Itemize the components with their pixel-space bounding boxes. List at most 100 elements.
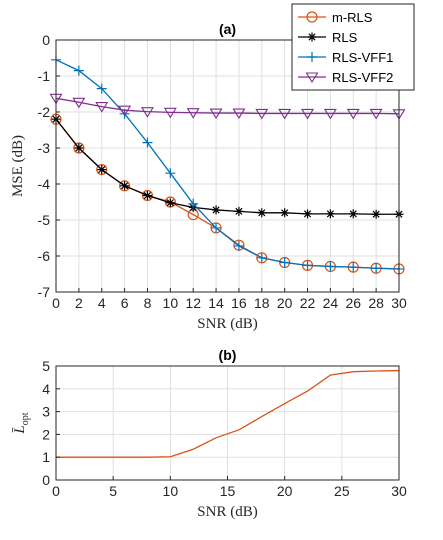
y-tick-label: 0 <box>42 32 50 48</box>
data-point <box>142 137 153 148</box>
x-tick-label: 20 <box>277 483 293 499</box>
x-tick-label: 0 <box>52 483 60 499</box>
x-tick-label: 12 <box>185 295 201 311</box>
legend-label: m-RLS <box>332 10 373 25</box>
x-tick-label: 6 <box>121 295 129 311</box>
data-point <box>301 108 315 120</box>
panel-b-x-axis-label: SNR (dB) <box>197 504 257 520</box>
x-tick-label: 30 <box>391 483 407 499</box>
data-point <box>209 108 223 120</box>
panel-b-y-axis-label: L̄opt <box>12 412 31 434</box>
legend-box <box>291 3 415 91</box>
y-tick-label: 4 <box>42 381 50 397</box>
panel-a-axes-box <box>55 39 400 293</box>
panel-a-series <box>49 54 406 275</box>
data-point <box>234 206 244 216</box>
data-point <box>346 108 360 120</box>
x-tick-label: 28 <box>368 295 384 311</box>
data-point <box>279 257 290 268</box>
panel-b-title: (b) <box>219 347 237 363</box>
x-tick-label: 30 <box>391 295 407 311</box>
data-point <box>348 262 359 273</box>
x-tick-label: 26 <box>345 295 361 311</box>
data-point <box>97 165 107 175</box>
data-point <box>371 263 382 274</box>
x-tick-label: 15 <box>220 483 236 499</box>
data-point <box>325 209 335 219</box>
x-tick-label: 10 <box>163 295 179 311</box>
data-point <box>118 180 131 192</box>
x-tick-label: 8 <box>144 295 152 311</box>
data-point <box>73 65 84 76</box>
x-tick-label: 25 <box>334 483 350 499</box>
data-point <box>302 260 313 271</box>
panel-b-y-axis-label-subscript: opt <box>20 412 31 425</box>
y-tick-label: 5 <box>42 358 50 374</box>
panel-b-ticks: 0 5 10 15 20 25 30 0 1 2 3 4 5 <box>42 358 407 499</box>
legend-marker <box>307 52 317 62</box>
legend-label: RLS-VFF2 <box>332 70 393 85</box>
data-point <box>95 102 109 113</box>
data-point <box>141 189 154 202</box>
data-point <box>348 209 358 219</box>
y-tick-label: -2 <box>38 104 51 120</box>
data-point <box>142 191 152 201</box>
legend-marker <box>306 11 318 23</box>
data-point <box>232 108 246 120</box>
data-point <box>211 222 222 233</box>
data-point <box>118 105 132 117</box>
data-point <box>325 261 336 272</box>
panel-b-y-axis-label-main: L̄ <box>12 425 28 434</box>
y-tick-label: 1 <box>42 449 50 465</box>
y-tick-label: 0 <box>42 472 50 488</box>
x-tick-label: 0 <box>52 295 60 311</box>
data-point <box>303 209 313 219</box>
data-point <box>73 142 85 154</box>
x-tick-label: 5 <box>109 483 117 499</box>
y-tick-label: 2 <box>42 426 50 442</box>
x-tick-label: 4 <box>98 295 106 311</box>
data-point <box>186 108 200 119</box>
data-point <box>280 208 290 218</box>
panel-b: 0 5 10 15 20 25 30 0 1 2 3 4 5 (b) SNR (dB) L̄opt <box>12 347 407 520</box>
x-tick-label: 16 <box>231 295 247 311</box>
data-point <box>278 108 292 120</box>
legend-entry: RLS <box>298 30 358 45</box>
data-point <box>371 209 381 219</box>
x-tick-label: 24 <box>323 295 339 311</box>
x-tick-label: 22 <box>300 295 316 311</box>
data-point <box>96 164 108 176</box>
data-point <box>233 240 244 251</box>
legend-entry: RLS-VFF2 <box>298 70 393 85</box>
data-point <box>74 143 84 153</box>
legend-marker <box>307 32 317 42</box>
y-tick-label: -1 <box>38 68 51 84</box>
data-point <box>72 97 86 109</box>
y-tick-label: -3 <box>38 140 51 156</box>
legend-entry: RLS-VFF1 <box>298 50 393 65</box>
panel-a-ticks: 0 2 4 6 8 10 12 14 16 18 20 22 24 26 28 30-7-6-5-4-3-2-… <box>38 32 407 311</box>
legend-entry: m-RLS <box>298 10 373 25</box>
data-point <box>96 83 107 94</box>
panel-a-title: (a) <box>219 21 236 37</box>
x-tick-label: 2 <box>75 295 83 311</box>
series-line <box>56 369 400 458</box>
legend-label: RLS <box>332 30 358 45</box>
data-point <box>140 107 154 118</box>
series-line <box>55 59 400 270</box>
y-tick-label: -5 <box>38 212 51 228</box>
series-line <box>56 369 400 458</box>
x-tick-label: 14 <box>208 295 224 311</box>
legend-label: RLS-VFF1 <box>332 50 393 65</box>
data-point <box>256 252 267 263</box>
panel-a: 0 2 4 6 8 10 12 14 16 18 20 22 24 26 28 30-7-6-5-4-3-2-… <box>10 3 415 332</box>
data-point <box>323 108 337 120</box>
y-tick-label: -4 <box>38 176 51 192</box>
series-line <box>55 118 399 215</box>
x-tick-label: 10 <box>163 483 179 499</box>
panel-a-y-axis-label: MSE (dB) <box>10 135 26 197</box>
data-point <box>120 181 130 191</box>
data-point <box>369 108 383 120</box>
series-rls-vff2 <box>49 93 406 120</box>
